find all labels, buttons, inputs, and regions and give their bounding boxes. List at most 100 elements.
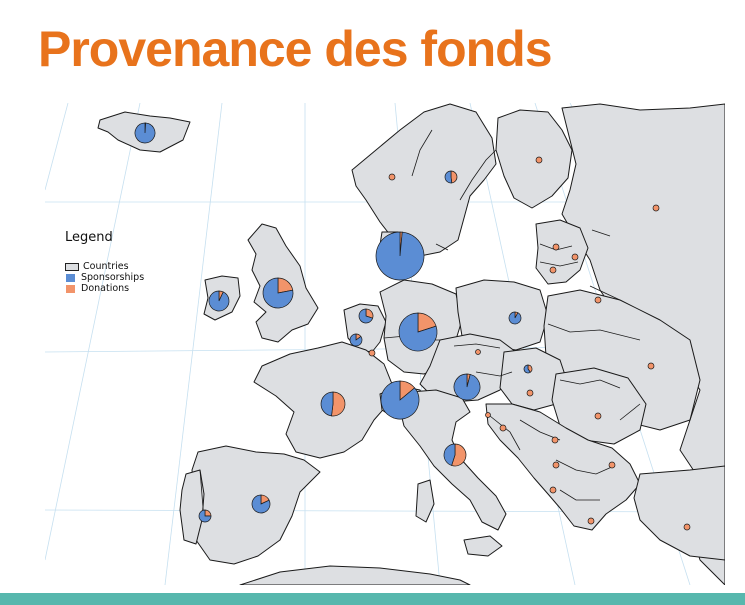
pie-slice	[683, 523, 691, 531]
legend-item-donations: Donations	[65, 283, 205, 294]
pie-slice	[475, 349, 481, 355]
pie-netherlands	[358, 308, 374, 324]
pie-spain	[251, 494, 271, 514]
pie-slice-sponsorships	[262, 277, 294, 309]
pie-north-macedonia	[549, 486, 557, 494]
pie-belarus	[594, 296, 602, 304]
country-turkey	[633, 465, 725, 561]
pie-russia	[652, 204, 660, 212]
europe-map[interactable]	[45, 103, 725, 585]
pie-ukraine	[647, 362, 655, 370]
legend-title: Legend	[65, 230, 113, 245]
pie-slice	[551, 436, 559, 444]
country-baltics	[535, 219, 589, 285]
pie-bosnia-and-herzegovina	[552, 461, 560, 469]
footer-bar	[0, 593, 745, 605]
pie-slice	[388, 173, 396, 181]
pie-slice	[499, 424, 507, 432]
country-poland	[455, 279, 549, 351]
map-legend: Legend Countries Sponsorships Donations	[65, 230, 205, 294]
country-sicily	[463, 535, 503, 557]
country-portugal	[179, 469, 205, 545]
country-czechia-austria	[419, 333, 517, 403]
pie-slice-sponsorships	[251, 494, 271, 514]
pie-turkey	[683, 523, 691, 531]
pie-slice	[552, 243, 560, 251]
legend-item-sponsorships: Sponsorships	[65, 272, 205, 283]
pie-latvia	[571, 253, 579, 261]
pie-bulgaria	[587, 517, 595, 525]
pie-slice	[549, 486, 557, 494]
pie-portugal	[198, 509, 212, 523]
pie-montenegro	[608, 461, 616, 469]
pie-finland	[535, 156, 543, 164]
pie-slice	[549, 266, 557, 274]
pie-slice-sponsorships	[444, 170, 453, 184]
pie-slice	[594, 412, 602, 420]
pie-slice-donations	[331, 391, 346, 417]
pie-austria	[453, 373, 481, 401]
pie-slice-sponsorships	[375, 231, 425, 281]
pie-slice-sponsorships	[380, 380, 420, 420]
pie-slice-sponsorships	[358, 308, 374, 324]
countries-swatch	[65, 262, 79, 271]
pie-serbia	[551, 436, 559, 444]
pie-slice	[368, 349, 376, 357]
country-sardinia	[415, 479, 435, 523]
country-romania	[551, 367, 647, 445]
pie-slice-sponsorships	[198, 509, 212, 523]
pie-slice-sponsorships	[453, 373, 481, 401]
pie-slice-sponsorships	[134, 122, 156, 144]
pie-estonia	[552, 243, 560, 251]
country-scandinavia	[351, 103, 497, 257]
sponsorships-swatch	[66, 273, 75, 282]
pie-slice	[552, 461, 560, 469]
pie-czechia	[475, 349, 481, 355]
pie-iceland	[134, 122, 156, 144]
pie-ireland	[208, 290, 230, 312]
pie-poland	[508, 311, 522, 325]
pie-slice	[535, 156, 543, 164]
pie-slice-sponsorships	[320, 391, 334, 417]
pie-slice-sponsorships	[443, 443, 456, 466]
pie-united-kingdom	[262, 277, 294, 309]
legend-label-countries: Countries	[83, 261, 129, 272]
pie-hungary	[526, 389, 534, 397]
pie-slice	[587, 517, 595, 525]
pie-slice	[594, 296, 602, 304]
pie-slice	[647, 362, 655, 370]
map-canvas	[45, 103, 725, 585]
page-title: Provenance des fonds	[38, 21, 552, 77]
pie-layer	[134, 122, 691, 531]
pie-slovakia	[523, 364, 533, 374]
pie-norway	[388, 173, 396, 181]
pie-slice	[485, 412, 491, 418]
legend-label-donations: Donations	[81, 283, 130, 294]
pie-slice	[608, 461, 616, 469]
pie-france	[320, 391, 346, 417]
pie-lithuania	[549, 266, 557, 274]
pie-slice-sponsorships	[398, 312, 438, 352]
pie-slice-sponsorships	[349, 333, 363, 347]
pie-luxembourg	[368, 349, 376, 357]
pie-slice	[652, 204, 660, 212]
donations-swatch	[66, 284, 75, 293]
country-north-africa	[239, 565, 471, 585]
pie-switzerland	[380, 380, 420, 420]
pie-slice-sponsorships	[508, 311, 522, 325]
pie-italy	[443, 443, 467, 467]
pie-slice-sponsorships	[523, 364, 531, 374]
legend-label-sponsorships: Sponsorships	[81, 272, 145, 283]
pie-romania	[594, 412, 602, 420]
country-finland	[495, 109, 573, 209]
pie-slice	[571, 253, 579, 261]
pie-croatia	[499, 424, 507, 432]
pie-germany	[398, 312, 438, 352]
legend-item-countries: Countries	[65, 261, 205, 272]
pie-slovenia	[485, 412, 491, 418]
pie-denmark	[375, 231, 425, 281]
pie-belgium	[349, 333, 363, 347]
country-balkans	[485, 403, 641, 531]
pie-sweden	[444, 170, 458, 184]
pie-slice-sponsorships	[208, 290, 230, 312]
